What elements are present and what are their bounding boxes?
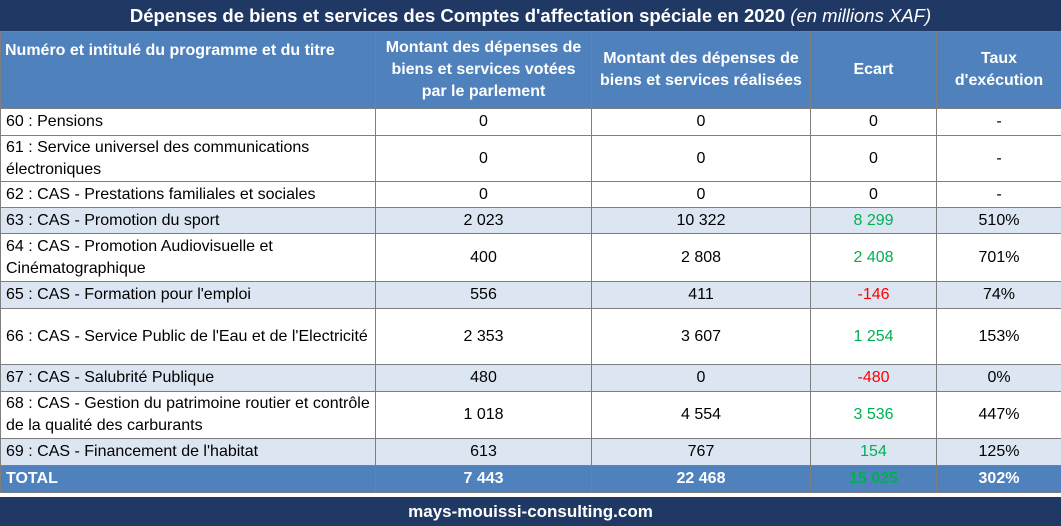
table-row: 67 : CAS - Salubrité Publique 480 0 -480… xyxy=(0,364,1061,392)
row-gap: 2 408 xyxy=(810,233,937,282)
row-voted: 2 023 xyxy=(375,207,592,234)
row-rate: 701% xyxy=(936,233,1061,282)
row-rate: - xyxy=(936,108,1061,136)
header-row: Numéro et intitulé du programme et du ti… xyxy=(0,31,1061,109)
col-header-rate: Taux d'exécution xyxy=(936,31,1061,109)
row-label: 65 : CAS - Formation pour l'emploi xyxy=(0,281,376,309)
row-label: 67 : CAS - Salubrité Publique xyxy=(0,364,376,392)
row-label: 69 : CAS - Financement de l'habitat xyxy=(0,438,376,466)
row-rate: 153% xyxy=(936,308,1061,365)
row-rate: 125% xyxy=(936,438,1061,466)
row-voted: 1 018 xyxy=(375,391,592,439)
table-row: 65 : CAS - Formation pour l'emploi 556 4… xyxy=(0,281,1061,309)
table-row: 69 : CAS - Financement de l'habitat 613 … xyxy=(0,438,1061,466)
table-row: 60 : Pensions 0 0 0 - xyxy=(0,108,1061,136)
row-rate: - xyxy=(936,135,1061,182)
row-gap: 1 254 xyxy=(810,308,937,365)
row-gap: -480 xyxy=(810,364,937,392)
row-realized: 10 322 xyxy=(591,207,811,234)
row-realized: 0 xyxy=(591,108,811,136)
total-realized: 22 468 xyxy=(591,465,811,493)
total-rate: 302% xyxy=(936,465,1061,493)
expenditure-table: Numéro et intitulé du programme et du ti… xyxy=(0,31,1061,493)
table-row: 64 : CAS - Promotion Audiovisuelle et Ci… xyxy=(0,233,1061,282)
row-realized: 3 607 xyxy=(591,308,811,365)
row-gap: 0 xyxy=(810,108,937,136)
row-gap: 0 xyxy=(810,135,937,182)
title-main: Dépenses de biens et services des Compte… xyxy=(129,5,786,26)
row-label: 62 : CAS - Prestations familiales et soc… xyxy=(0,181,376,208)
row-rate: 447% xyxy=(936,391,1061,439)
row-label: 64 : CAS - Promotion Audiovisuelle et Ci… xyxy=(0,233,376,282)
table-title: Dépenses de biens et services des Compte… xyxy=(0,0,1061,31)
source-footer: mays-mouissi-consulting.com xyxy=(0,497,1061,526)
row-label: 60 : Pensions xyxy=(0,108,376,136)
row-rate: 74% xyxy=(936,281,1061,309)
row-gap: 0 xyxy=(810,181,937,208)
row-realized: 4 554 xyxy=(591,391,811,439)
row-realized: 767 xyxy=(591,438,811,466)
row-voted: 2 353 xyxy=(375,308,592,365)
col-header-gap: Ecart xyxy=(810,31,937,109)
table-row: 68 : CAS - Gestion du patrimoine routier… xyxy=(0,391,1061,439)
table-row: 63 : CAS - Promotion du sport 2 023 10 3… xyxy=(0,207,1061,234)
row-realized: 0 xyxy=(591,181,811,208)
row-voted: 0 xyxy=(375,108,592,136)
row-voted: 400 xyxy=(375,233,592,282)
row-gap: 154 xyxy=(810,438,937,466)
row-label: 61 : Service universel des communication… xyxy=(0,135,376,182)
col-header-program: Numéro et intitulé du programme et du ti… xyxy=(0,31,376,109)
title-unit: (en millions XAF) xyxy=(790,5,932,26)
row-label: 68 : CAS - Gestion du patrimoine routier… xyxy=(0,391,376,439)
row-rate: - xyxy=(936,181,1061,208)
total-row: TOTAL 7 443 22 468 15 025 302% xyxy=(0,465,1061,493)
row-gap: 3 536 xyxy=(810,391,937,439)
total-gap: 15 025 xyxy=(810,465,937,493)
row-voted: 613 xyxy=(375,438,592,466)
row-realized: 0 xyxy=(591,135,811,182)
row-rate: 510% xyxy=(936,207,1061,234)
row-label: 63 : CAS - Promotion du sport xyxy=(0,207,376,234)
row-gap: -146 xyxy=(810,281,937,309)
row-voted: 0 xyxy=(375,181,592,208)
table-row: 66 : CAS - Service Public de l'Eau et de… xyxy=(0,308,1061,365)
row-label: 66 : CAS - Service Public de l'Eau et de… xyxy=(0,308,376,365)
row-voted: 556 xyxy=(375,281,592,309)
row-realized: 0 xyxy=(591,364,811,392)
row-realized: 2 808 xyxy=(591,233,811,282)
row-voted: 480 xyxy=(375,364,592,392)
row-voted: 0 xyxy=(375,135,592,182)
row-gap: 8 299 xyxy=(810,207,937,234)
row-rate: 0% xyxy=(936,364,1061,392)
total-label: TOTAL xyxy=(0,465,376,493)
table-row: 62 : CAS - Prestations familiales et soc… xyxy=(0,181,1061,208)
row-realized: 411 xyxy=(591,281,811,309)
col-header-voted: Montant des dépenses de biens et service… xyxy=(375,31,592,109)
total-voted: 7 443 xyxy=(375,465,592,493)
col-header-realized: Montant des dépenses de biens et service… xyxy=(591,31,811,109)
table-row: 61 : Service universel des communication… xyxy=(0,135,1061,182)
